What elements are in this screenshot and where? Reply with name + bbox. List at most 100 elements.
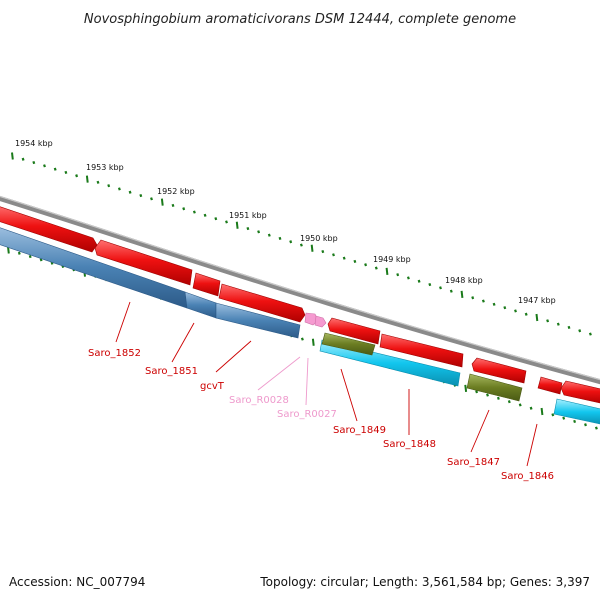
- minor-tick: [300, 337, 304, 341]
- rna-features: [304, 312, 327, 328]
- genome-backbone-highlight: [0, 195, 600, 381]
- scale-labels: 1954 kbp 1953 kbp 1952 kbp 1951 kbp 1950…: [15, 139, 556, 305]
- gene-feature: [560, 380, 600, 404]
- minor-tick: [481, 299, 485, 303]
- major-tick: [385, 267, 389, 276]
- minor-tick: [428, 282, 432, 287]
- minor-tick: [203, 213, 207, 217]
- scale-label: 1951 kbp: [229, 211, 267, 220]
- leader-line: [305, 357, 309, 406]
- gene-label-saro-1848[interactable]: Saro_1848: [383, 439, 436, 450]
- gene-feature: [192, 272, 221, 297]
- minor-tick: [39, 258, 43, 262]
- minor-tick: [486, 393, 489, 397]
- minor-tick: [396, 273, 400, 277]
- minor-tick: [364, 263, 368, 267]
- minor-tick: [374, 266, 378, 270]
- gene-label-saro-r0027[interactable]: Saro_R0027: [277, 409, 337, 420]
- gene-feature: [94, 239, 193, 286]
- gene-feature: [321, 332, 376, 356]
- gene-labels: Saro_1852 Saro_1851 gcvT Saro_R0028 Saro…: [88, 348, 554, 482]
- genome-summary-text: Topology: circular; Length: 3,561,584 bp…: [259, 575, 590, 589]
- minor-tick: [546, 319, 550, 323]
- minor-tick: [117, 187, 121, 191]
- minor-tick: [75, 174, 79, 178]
- minor-tick: [171, 203, 175, 208]
- minor-tick: [518, 403, 522, 407]
- minor-tick: [475, 390, 479, 394]
- minor-tick: [503, 306, 507, 310]
- gene-feature: [218, 283, 306, 323]
- minor-tick: [578, 329, 582, 333]
- minor-tick: [299, 243, 303, 247]
- leader-line: [340, 368, 358, 422]
- scale-label: 1949 kbp: [373, 255, 411, 264]
- major-tick: [235, 221, 239, 229]
- minor-tick: [96, 180, 100, 184]
- major-tick: [11, 152, 14, 160]
- major-tick: [464, 384, 468, 393]
- minor-tick: [214, 217, 218, 221]
- gene-label-gcvt[interactable]: gcvT: [200, 381, 225, 392]
- minor-tick: [584, 423, 587, 427]
- minor-tick: [53, 167, 57, 171]
- major-tick: [311, 338, 315, 346]
- minor-tick: [246, 226, 250, 231]
- minor-tick: [594, 426, 598, 430]
- minor-tick: [225, 220, 228, 224]
- gene-feature: [215, 302, 301, 339]
- minor-tick: [289, 240, 293, 244]
- map-title: Novosphingobium aromaticivorans DSM 1244…: [84, 12, 516, 27]
- scale-label: 1952 kbp: [157, 187, 195, 196]
- minor-tick: [524, 312, 528, 316]
- gene-feature: [537, 376, 563, 395]
- minor-tick: [28, 254, 32, 259]
- major-tick: [160, 198, 164, 206]
- leader-line: [171, 322, 195, 363]
- gene-label-saro-1849[interactable]: Saro_1849: [333, 425, 386, 436]
- forward-strand-features: [0, 206, 600, 404]
- minor-tick: [588, 332, 592, 336]
- scale-label: 1950 kbp: [300, 234, 338, 243]
- minor-tick: [496, 396, 500, 400]
- minor-tick: [567, 325, 571, 330]
- minor-tick: [107, 184, 111, 188]
- minor-tick: [507, 400, 511, 404]
- minor-tick: [43, 164, 46, 168]
- gene-label-saro-1847[interactable]: Saro_1847: [447, 457, 500, 468]
- minor-tick: [556, 322, 560, 326]
- gene-label-saro-1852[interactable]: Saro_1852: [88, 348, 141, 359]
- scale-label: 1948 kbp: [445, 276, 483, 285]
- gene-feature: [466, 373, 523, 402]
- gene-feature: [0, 206, 98, 253]
- minor-tick: [182, 207, 186, 211]
- gene-label-saro-r0028[interactable]: Saro_R0028: [229, 395, 289, 406]
- minor-tick: [139, 193, 143, 198]
- minor-tick: [514, 309, 517, 313]
- gene-feature: [184, 291, 217, 319]
- minor-tick: [439, 286, 442, 290]
- gene-label-saro-1846[interactable]: Saro_1846: [501, 471, 554, 482]
- gene-label-saro-1851[interactable]: Saro_1851: [145, 366, 198, 377]
- leader-line: [257, 356, 301, 391]
- leader-line: [470, 409, 490, 453]
- minor-tick: [257, 230, 261, 234]
- minor-tick: [150, 197, 153, 201]
- minor-tick: [321, 249, 325, 254]
- major-tick: [540, 407, 544, 416]
- major-tick: [460, 290, 464, 299]
- minor-tick: [64, 170, 68, 175]
- gene-feature: [471, 357, 527, 384]
- minor-tick: [332, 253, 335, 257]
- minor-tick: [21, 157, 25, 161]
- accession-text: Accession: NC_007794: [9, 575, 145, 589]
- genome-backbone: [0, 195, 600, 385]
- minor-tick: [406, 276, 410, 280]
- minor-tick: [32, 160, 36, 165]
- label-leaders: [115, 301, 538, 467]
- major-tick: [535, 313, 539, 322]
- minor-tick: [192, 210, 196, 214]
- leader-line: [526, 423, 538, 467]
- olive-features: [321, 332, 523, 402]
